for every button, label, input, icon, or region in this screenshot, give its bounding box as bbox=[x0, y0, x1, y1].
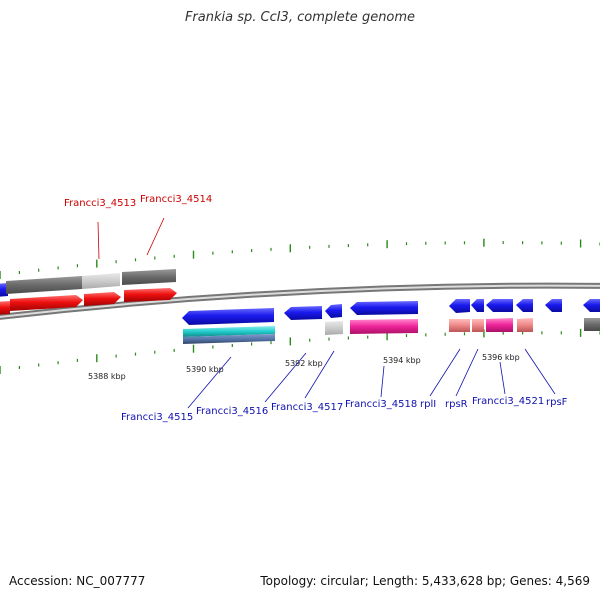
label-francci3-4521[interactable]: Francci3_4521 bbox=[472, 396, 544, 407]
gene-right-gray bbox=[584, 318, 600, 331]
scale-label-5392: 5392 kbp bbox=[285, 359, 323, 368]
gene-francci3-4517-gray bbox=[325, 321, 343, 335]
accession-text: Accession: NC_007777 bbox=[9, 574, 146, 588]
gene-rpsf bbox=[516, 299, 533, 312]
label-francci3-4518[interactable]: Francci3_4518 bbox=[345, 399, 417, 410]
leader-line-francci3-4514 bbox=[146, 217, 165, 256]
gene-right-blue-1 bbox=[545, 299, 562, 312]
gene-francci3-4514 bbox=[122, 269, 176, 285]
gene-francci3-4521-magenta bbox=[486, 318, 513, 332]
gene-francci3-4518 bbox=[350, 301, 418, 315]
leader-line-francci3-4515 bbox=[187, 356, 232, 409]
label-francci3-4513[interactable]: Francci3_4513 bbox=[64, 198, 136, 209]
gene-francci3-4515 bbox=[182, 308, 274, 325]
gene-red-1 bbox=[0, 301, 10, 315]
gene-rpli bbox=[449, 299, 470, 313]
gene-francci3-4512 bbox=[6, 276, 82, 294]
map-title: Frankia sp. CcI3, complete genome bbox=[184, 10, 416, 25]
gene-francci3-4517 bbox=[325, 304, 342, 318]
label-rpsr[interactable]: rpsR bbox=[445, 399, 468, 410]
leader-line-francci3-4513 bbox=[97, 221, 100, 260]
gene-rpli-salmon bbox=[449, 319, 470, 332]
label-francci3-4516[interactable]: Francci3_4516 bbox=[196, 406, 268, 417]
scale-label-5388: 5388 kbp bbox=[88, 372, 126, 381]
scale-label-5396: 5396 kbp bbox=[482, 353, 520, 362]
label-francci3-4517[interactable]: Francci3_4517 bbox=[271, 402, 343, 413]
leader-line-francci3-4521 bbox=[499, 361, 506, 395]
gene-rpsr bbox=[471, 299, 484, 312]
gene-francci3-4521 bbox=[486, 299, 513, 312]
gene-red-4 bbox=[124, 288, 177, 302]
gene-francci3-4513 bbox=[82, 273, 120, 289]
leader-line-rpsr bbox=[455, 348, 479, 397]
scale-label-5394: 5394 kbp bbox=[383, 356, 421, 365]
scale-label-5390: 5390 kbp bbox=[186, 365, 224, 374]
leader-line-rpli bbox=[429, 348, 461, 397]
gene-rpsf-salmon bbox=[517, 318, 533, 332]
label-rpsf[interactable]: rpsF bbox=[546, 397, 568, 408]
outer-tick-marks bbox=[0, 238, 600, 279]
gene-francci3-4515-cyan bbox=[183, 326, 275, 337]
leader-line-francci3-4516 bbox=[264, 352, 307, 403]
leader-line-francci3-4518 bbox=[380, 365, 385, 398]
gene-red-3 bbox=[84, 292, 121, 306]
genome-summary-text: Topology: circular; Length: 5,433,628 bp… bbox=[260, 574, 590, 588]
genome-backbone-highlight bbox=[0, 284, 600, 318]
gene-francci3-4515-steel bbox=[183, 334, 275, 344]
gene-red-2 bbox=[10, 295, 83, 311]
label-rpli[interactable]: rplI bbox=[420, 399, 436, 410]
gene-francci3-4518-magenta bbox=[350, 319, 418, 334]
gene-rpsr-salmon bbox=[472, 319, 484, 332]
label-francci3-4514[interactable]: Francci3_4514 bbox=[140, 194, 212, 205]
leader-line-rpsf bbox=[524, 348, 556, 395]
gene-francci3-4516 bbox=[284, 306, 322, 320]
gene-right-blue-2 bbox=[583, 299, 600, 312]
inner-tick-marks bbox=[0, 328, 600, 374]
label-francci3-4515[interactable]: Francci3_4515 bbox=[121, 412, 193, 423]
leader-line-francci3-4517 bbox=[304, 350, 335, 399]
